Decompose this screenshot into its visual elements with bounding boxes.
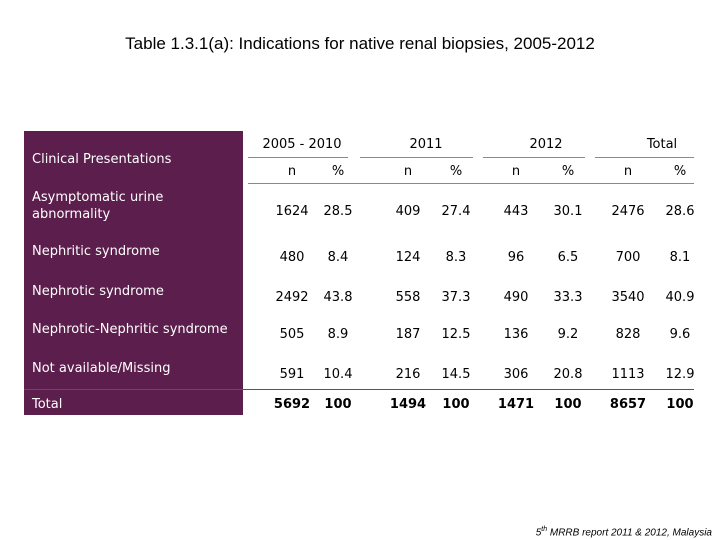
table-cell: 409 (395, 204, 421, 219)
biopsy-table: Clinical Presentations Asymptomatic urin… (24, 131, 694, 415)
source-footer: 5th MRRB report 2011 & 2012, Malaysia (536, 526, 712, 538)
row-label-missing: Not available/Missing (32, 361, 171, 376)
table-cell: 8.3 (445, 250, 467, 265)
subheader: n (623, 164, 633, 179)
table-cell: 8.9 (327, 327, 349, 342)
table-cell: 100 (324, 397, 352, 412)
subheader: % (673, 164, 687, 179)
table-cell: 100 (666, 397, 694, 412)
table-cell: 9.6 (669, 327, 691, 342)
footer-number: 5 (535, 527, 542, 538)
table-cell: 6.5 (557, 250, 579, 265)
group-underline (595, 157, 694, 158)
table-cell: 2476 (611, 204, 645, 219)
table-cell: 3540 (611, 290, 645, 305)
row-label-asymptomatic: Asymptomatic urine abnormality (32, 190, 164, 222)
table-cell: 700 (615, 250, 641, 265)
table-cell: 490 (503, 290, 529, 305)
table-cell: 480 (279, 250, 305, 265)
row-label-column (24, 131, 243, 415)
table-cell: 828 (615, 327, 641, 342)
table-cell: 1494 (389, 397, 427, 412)
table-cell: 443 (503, 204, 529, 219)
subheader: n (511, 164, 521, 179)
table-cell: 136 (503, 327, 529, 342)
table-cell: 1471 (497, 397, 535, 412)
group-header: 2011 (409, 137, 443, 152)
table-cell: 30.1 (553, 204, 583, 219)
table-cell: 43.8 (323, 290, 353, 305)
table-cell: 12.9 (665, 367, 695, 382)
table-cell: 20.8 (553, 367, 583, 382)
table-cell: 5692 (273, 397, 311, 412)
footer-text: MRRB report 2011 & 2012, Malaysia (547, 527, 712, 538)
total-rule (24, 389, 694, 390)
table-cell: 187 (395, 327, 421, 342)
row-label-nephrotic-nephritic: Nephrotic-Nephritic syndrome (32, 322, 228, 337)
table-cell: 96 (507, 250, 525, 265)
table-cell: 591 (279, 367, 305, 382)
table-cell: 10.4 (323, 367, 353, 382)
table-cell: 1624 (275, 204, 309, 219)
subheader: % (561, 164, 575, 179)
table-cell: 2492 (275, 290, 309, 305)
table-cell: 8.4 (327, 250, 349, 265)
table-cell: 1113 (611, 367, 645, 382)
row-label-nephritic: Nephritic syndrome (32, 244, 160, 259)
table-cell: 33.3 (553, 290, 583, 305)
table-title: Table 1.3.1(a): Indications for native r… (125, 34, 595, 53)
group-underline (248, 157, 348, 158)
row-label-total: Total (32, 397, 63, 412)
group-header: 2012 (529, 137, 563, 152)
table-cell: 8657 (609, 397, 647, 412)
table-cell: 8.1 (669, 250, 691, 265)
table-cell: 100 (442, 397, 470, 412)
table-cell: 124 (395, 250, 421, 265)
subheader: % (449, 164, 463, 179)
corner-label: Clinical Presentations (32, 152, 172, 167)
subheader: n (403, 164, 413, 179)
group-underline (483, 157, 585, 158)
table-cell: 40.9 (665, 290, 695, 305)
table-cell: 306 (503, 367, 529, 382)
row-label-nephrotic: Nephrotic syndrome (32, 284, 164, 299)
table-cell: 12.5 (441, 327, 471, 342)
table-cell: 505 (279, 327, 305, 342)
group-underline (360, 157, 473, 158)
group-header: Total (646, 137, 678, 152)
table-cell: 14.5 (441, 367, 471, 382)
subheader: % (331, 164, 345, 179)
table-cell: 9.2 (557, 327, 579, 342)
group-header: 2005 - 2010 (262, 137, 342, 152)
table-cell: 100 (554, 397, 582, 412)
table-cell: 28.5 (323, 204, 353, 219)
table-cell: 37.3 (441, 290, 471, 305)
footer-superscript: th (541, 525, 548, 533)
table-cell: 28.6 (665, 204, 695, 219)
table-cell: 27.4 (441, 204, 471, 219)
subheader: n (287, 164, 297, 179)
subheader-underline (248, 183, 694, 184)
table-cell: 216 (395, 367, 421, 382)
table-cell: 558 (395, 290, 421, 305)
